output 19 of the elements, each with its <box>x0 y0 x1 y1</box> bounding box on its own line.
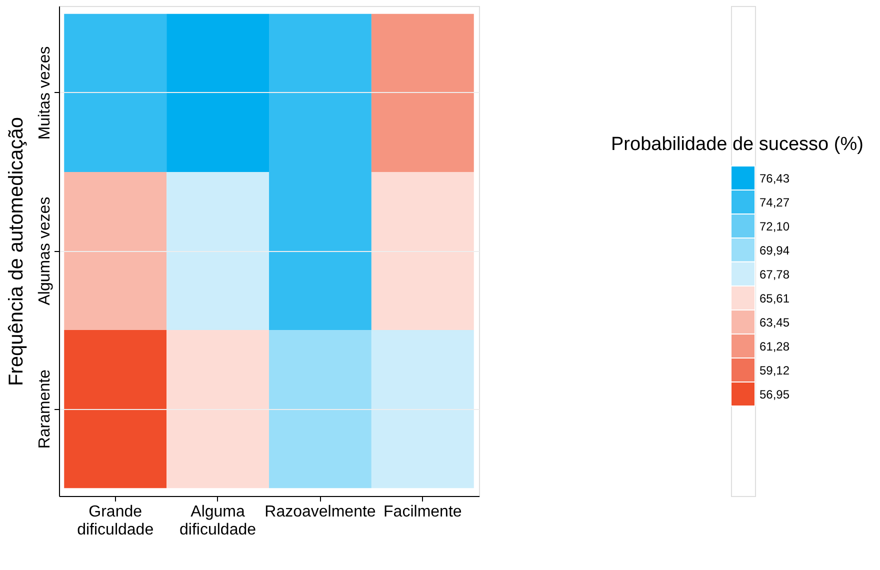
y-tick-label: Algumas vezes <box>36 196 54 306</box>
x-tick-label: Facilmente <box>384 504 462 520</box>
color-bar-label: 74,27 <box>760 195 790 210</box>
color-bar-label: 72,10 <box>760 220 790 234</box>
x-tick-label: Grande dificuldade <box>77 504 154 538</box>
color-bar-label: 59,12 <box>760 363 790 378</box>
x-tick-label: Alguma dificuldade <box>180 504 256 538</box>
color-bar-label: 61,28 <box>760 340 790 354</box>
y-tick-label: Raramente <box>36 369 54 449</box>
color-bar-label: 67,78 <box>760 267 790 282</box>
color-bar-label: 56,95 <box>760 388 790 402</box>
x-tick-label: Razoavelmente <box>264 504 376 520</box>
y-axis-title: Frequência de automedicação <box>6 116 28 386</box>
color-bar-label: 63,45 <box>760 315 790 330</box>
y-tick-label: Muitas vezes <box>36 46 54 140</box>
color-bar-label: 76,43 <box>760 171 790 186</box>
color-bar-title: Probabilidade de sucesso (%) <box>611 134 864 155</box>
color-bar-label: 69,94 <box>760 243 790 258</box>
color-bar-label: 65,61 <box>760 291 790 306</box>
